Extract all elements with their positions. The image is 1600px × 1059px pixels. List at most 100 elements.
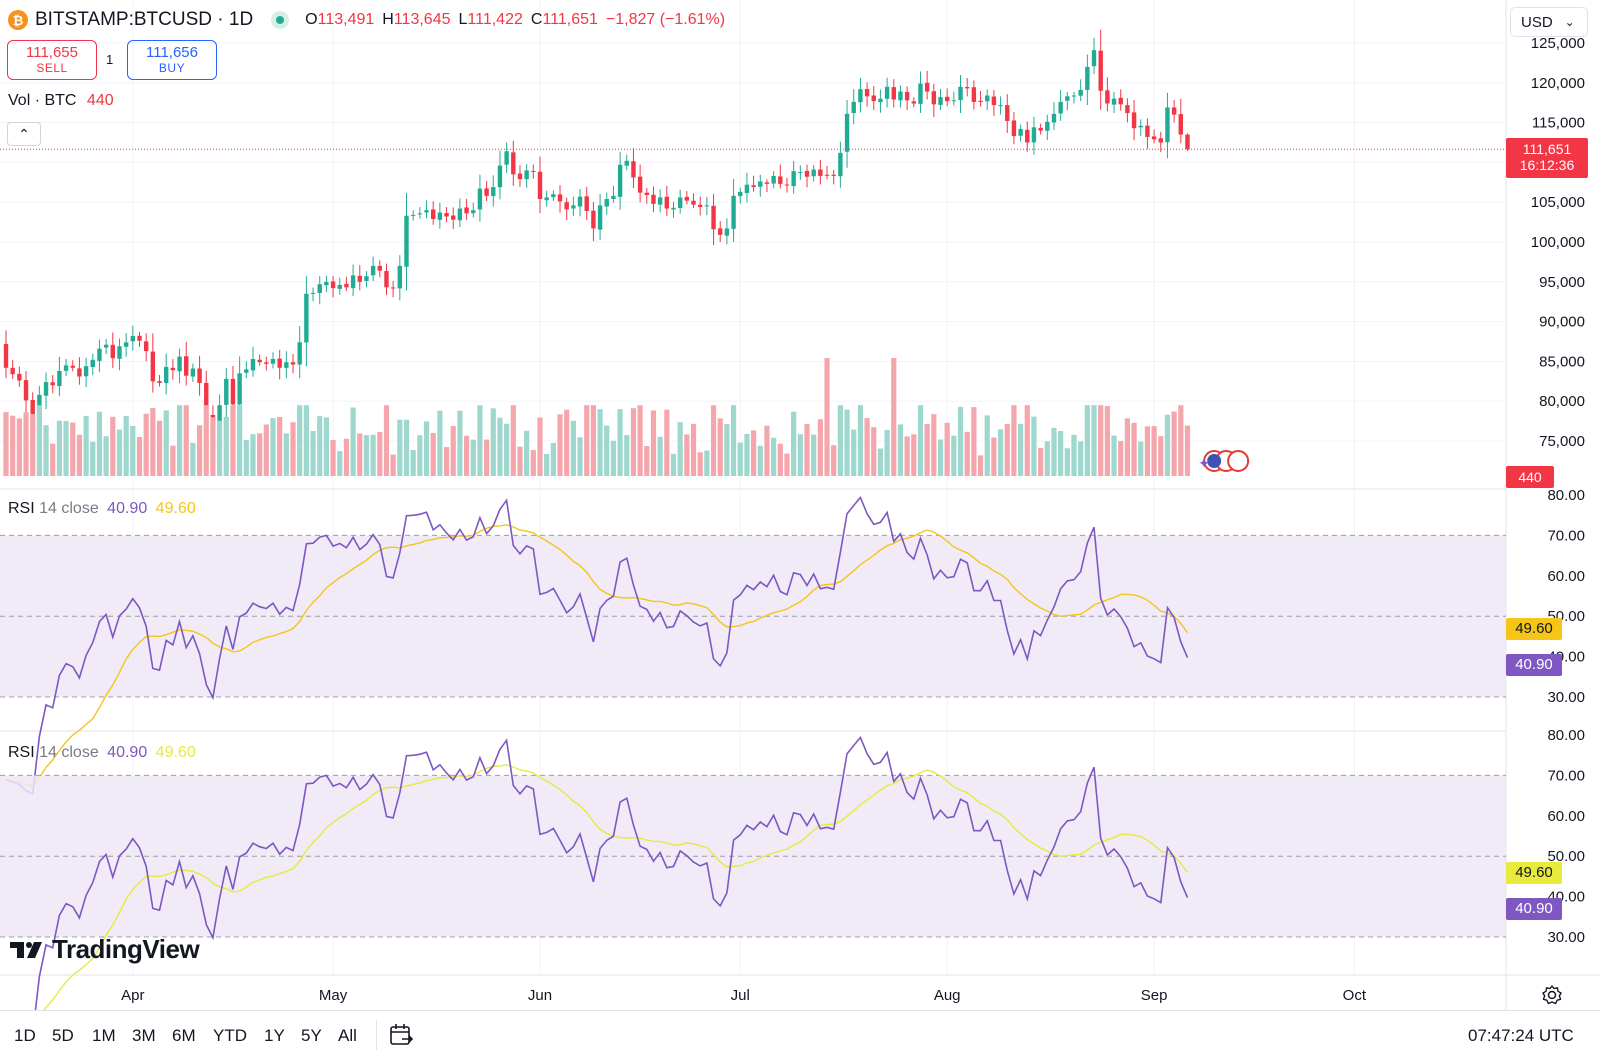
price-chart[interactable]: ✦ Apr May Jun Jul Aug Sep Oct 75,000 80,000 85,00… [0, 0, 1600, 1010]
price-axis-label: 95,000 [1539, 274, 1585, 291]
candle-body [951, 100, 957, 102]
volume-bar [737, 442, 743, 476]
volume-bar [650, 410, 657, 476]
sparkle-icon: ✦ [1198, 456, 1210, 472]
rsi-axis-label: 80.00 [1547, 727, 1585, 744]
candle-body [851, 101, 856, 114]
candle-body [884, 86, 890, 99]
ohlc-low: L111,422 [458, 11, 523, 28]
volume-bar [443, 447, 450, 476]
timeframe-6m-button[interactable]: 6M [172, 1026, 196, 1045]
sell-button[interactable]: 111,655 SELL [7, 40, 97, 80]
candle-body [1171, 107, 1177, 115]
volume-bar [610, 440, 617, 476]
settings-gear-icon[interactable] [1541, 984, 1563, 1006]
candle-body [1185, 134, 1190, 150]
timeframe-ytd-button[interactable]: YTD [213, 1026, 247, 1045]
tradingview-logo[interactable]: TradingView [10, 934, 200, 965]
rsi-value-1: 40.90 [107, 500, 148, 517]
last-price-badge: 111,651 16:12:36 [1506, 138, 1588, 178]
buy-button[interactable]: 111,656 BUY [127, 40, 217, 80]
volume-bar [343, 438, 350, 476]
candle-body [364, 276, 369, 282]
price-axis-label: 100,000 [1531, 234, 1585, 251]
candle-body [517, 173, 523, 180]
candle-body [1165, 107, 1170, 143]
rsi-axis-label: 50.00 [1547, 848, 1585, 865]
rsi-legend-1[interactable]: RSI 14 close 40.90 49.60 [8, 500, 196, 518]
volume-bar [784, 453, 790, 476]
candle-body [824, 174, 830, 176]
candle-body [217, 405, 222, 430]
candle-body [1145, 125, 1150, 137]
volume-bar [330, 440, 336, 476]
volume-bar [1084, 405, 1090, 476]
candle-body [1071, 95, 1077, 97]
volume-bar [564, 409, 570, 476]
volume-bar [257, 433, 263, 476]
volume-bar [724, 424, 730, 476]
date-range-calendar-icon[interactable] [388, 1022, 414, 1048]
chevron-up-icon: ⌃ [18, 125, 30, 142]
volume-bar [243, 439, 249, 476]
volume-bar [1018, 423, 1024, 476]
volume-bar [824, 358, 830, 476]
timeframe-1y-button[interactable]: 1Y [264, 1026, 285, 1045]
volume-bar [156, 420, 163, 476]
volume-bar [1178, 405, 1184, 476]
candle-body [90, 359, 95, 368]
volume-bar [630, 408, 637, 476]
candle-body [891, 87, 896, 100]
candle-body [304, 293, 309, 343]
volume-legend[interactable]: Vol · BTC 440 [8, 92, 114, 110]
price-axis-label: 120,000 [1531, 75, 1585, 92]
timeframe-5y-button[interactable]: 5Y [301, 1026, 322, 1045]
candle-body [230, 378, 236, 405]
candle-body [958, 86, 963, 101]
symbol-header[interactable]: ₿ BITSTAMP:BTCUSD · 1D O113,491 H113,645… [8, 8, 733, 32]
rsi-legend-2[interactable]: RSI 14 close 40.90 49.60 [8, 744, 196, 762]
timeframe-5d-button[interactable]: 5D [52, 1026, 74, 1045]
volume-bar [477, 405, 483, 476]
volume-bar [617, 409, 623, 476]
candle-body [83, 366, 89, 377]
time-axis-label: Jul [731, 987, 750, 1004]
currency-select[interactable]: USD ⌄ [1510, 7, 1588, 37]
volume-bar [450, 425, 456, 476]
candle-body [691, 200, 696, 205]
candle-body [624, 160, 629, 166]
volume-bar [1131, 422, 1137, 476]
candle-body [1038, 127, 1043, 131]
collapse-legend-button[interactable]: ⌃ [7, 122, 41, 146]
volume-bar [423, 421, 430, 476]
volume-bar [517, 446, 523, 476]
candle-body [297, 342, 302, 365]
candle-body [257, 359, 262, 363]
candle-body [310, 292, 316, 294]
utc-clock[interactable]: 07:47:24 UTC [1468, 1026, 1574, 1045]
candle-body [330, 281, 336, 289]
rsi-params-1: 14 close [39, 500, 99, 517]
volume-bar [864, 418, 870, 476]
timeframe-1m-button[interactable]: 1M [92, 1026, 116, 1045]
volume-bar [1038, 447, 1044, 476]
timeframe-all-button[interactable]: All [338, 1026, 357, 1045]
volume-bar [103, 436, 109, 476]
time-axis-label: Oct [1343, 987, 1367, 1004]
timeframe-3m-button[interactable]: 3M [132, 1026, 156, 1045]
candle-body [77, 368, 82, 377]
timeframe-1d-button[interactable]: 1D [14, 1026, 36, 1045]
candle-body [384, 271, 389, 288]
candle-body [577, 196, 583, 207]
candle-body [137, 335, 142, 341]
candle-body [698, 204, 703, 207]
volume-bar [323, 417, 329, 476]
candle-body [971, 87, 977, 102]
volume-bar [1098, 405, 1104, 476]
candle-body [537, 171, 543, 200]
volume-bar [123, 415, 129, 476]
volume-bar [944, 422, 950, 476]
rsi-ma-badge-1: 49.60 [1506, 618, 1562, 640]
volume-bar [544, 453, 550, 476]
candles-layer: ✦ [0, 29, 1506, 472]
